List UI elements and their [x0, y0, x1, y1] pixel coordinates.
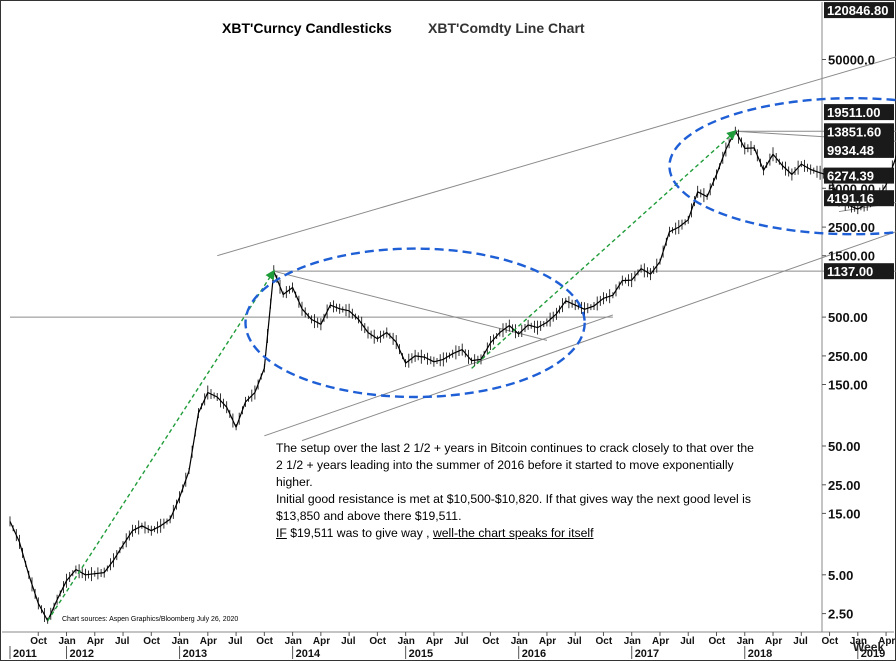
extension-arrow	[471, 129, 737, 369]
y-price-label: 120846.80	[827, 3, 888, 18]
x-year-label: 2015	[409, 648, 433, 660]
x-month-label: Apr	[200, 636, 217, 647]
x-month-label: Oct	[369, 636, 386, 647]
x-month-label: Oct	[822, 636, 839, 647]
y-tick-label: 500.00	[828, 310, 868, 325]
x-month-label: Jan	[59, 636, 76, 647]
x-year-label: 2014	[296, 648, 321, 660]
highlight-ellipse	[668, 97, 896, 236]
trend-line	[301, 231, 896, 442]
y-price-box	[824, 2, 894, 19]
y-price-box	[824, 263, 894, 280]
annotation-line: higher.	[276, 475, 313, 489]
x-month-label: Apr	[652, 636, 669, 647]
annotation-conclusion: well-the chart speaks for itself	[432, 526, 594, 540]
annotation-line: $13,850 and above there $19,511.	[276, 509, 462, 523]
x-year-label: 2013	[183, 648, 207, 660]
x-month-label: Jul	[115, 636, 130, 647]
x-month-label: Jul	[793, 636, 808, 647]
x-month-label: Jul	[341, 636, 356, 647]
x-month-label: Jan	[285, 636, 302, 647]
x-year-label: 2018	[748, 648, 772, 660]
x-month-label: Apr	[878, 636, 895, 647]
extension-arrows	[47, 129, 737, 622]
annotation-line-final: IF $19,511 was to give way , well-the ch…	[276, 525, 786, 542]
x-month-label: Jan	[511, 636, 528, 647]
x-month-label: Apr	[426, 636, 443, 647]
x-axis: Oct Jan Apr Jul Oct Jan Apr Jul Oct Jan Apr Jul Oct J…	[9, 632, 895, 660]
x-month-label: Oct	[709, 636, 726, 647]
highlight-ellipse	[244, 247, 586, 399]
trend-line	[264, 314, 614, 437]
x-month-label: Oct	[256, 636, 273, 647]
x-axis-period-label: Week	[853, 640, 885, 654]
x-month-label: Jul	[228, 636, 243, 647]
x-month-label: Jul	[567, 636, 582, 647]
price-line	[9, 130, 896, 622]
x-month-label: Apr	[539, 636, 556, 647]
highlight-ellipses	[244, 97, 896, 399]
price-series	[9, 126, 896, 624]
chart-source: Chart sources: Aspen Graphics/Bloomberg …	[62, 616, 239, 623]
y-price-box	[824, 123, 894, 140]
x-month-label: Jan	[737, 636, 754, 647]
x-month-label: Apr	[765, 636, 782, 647]
x-year-label: 2019	[861, 648, 885, 660]
x-month-label: Oct	[596, 636, 613, 647]
x-month-label: Oct	[30, 636, 47, 647]
annotation-if: IF	[276, 526, 287, 540]
x-month-label: Jul	[454, 636, 469, 647]
y-tick-label: 50.00	[828, 439, 861, 454]
annotation-line: Initial good resistance is met at $10,50…	[276, 492, 751, 506]
trend-line	[273, 270, 548, 341]
x-month-label: Oct	[143, 636, 160, 647]
y-price-box	[824, 167, 894, 184]
x-month-label: Jul	[680, 636, 695, 647]
y-tick-label: 2500.00	[828, 220, 875, 235]
annotation-line: The setup over the last 2 1/2 + years in…	[276, 441, 754, 455]
y-price-box	[824, 104, 894, 121]
x-year-label: 2012	[70, 648, 94, 660]
y-tick-label: 25.00	[828, 478, 861, 493]
chart-title-right: XBT'Comdty Line Chart	[428, 20, 585, 36]
x-year-label: 2016	[522, 648, 546, 660]
trend-line	[217, 56, 896, 257]
extension-arrow	[47, 269, 275, 622]
y-tick-label: 2.50	[828, 607, 853, 622]
annotation-text: The setup over the last 2 1/2 + years in…	[276, 440, 786, 542]
x-month-label: Jan	[172, 636, 189, 647]
y-price-label: 9934.48	[827, 143, 874, 158]
y-tick-label: 50000.0	[828, 53, 875, 68]
x-month-label: Oct	[482, 636, 499, 647]
x-month-label: Apr	[313, 636, 330, 647]
y-axis: 120846.8050000.019511.0013851.6010818.14…	[822, 2, 894, 622]
annotation-middle: $19,511 was to give way ,	[286, 526, 433, 540]
y-tick-label: 150.00	[828, 378, 868, 393]
annotation-line: 2 1/2 + years leading into the summer of…	[276, 458, 734, 472]
y-price-box	[824, 190, 894, 207]
x-month-label: Jan	[850, 636, 867, 647]
y-tick-label: 5.00	[828, 568, 853, 583]
x-month-label: Jan	[624, 636, 641, 647]
x-month-label: Jan	[398, 636, 415, 647]
y-tick-label: 15.00	[828, 506, 861, 521]
y-tick-label: 1500.00	[828, 249, 875, 264]
x-month-label: Apr	[87, 636, 104, 647]
y-price-label: 6274.39	[827, 169, 874, 184]
y-price-box	[824, 141, 894, 158]
y-price-label: 13851.60	[827, 124, 881, 139]
x-year-label: 2017	[635, 648, 659, 660]
y-price-label: 19511.00	[827, 105, 881, 120]
x-year-label: 2011	[13, 648, 37, 660]
trend-line	[838, 201, 896, 213]
y-price-label: 4191.16	[827, 191, 874, 206]
chart-title-left: XBT'Curncy Candlesticks	[222, 20, 392, 36]
y-tick-label: 250.00	[828, 349, 868, 364]
y-price-label: 1137.00	[827, 264, 873, 279]
